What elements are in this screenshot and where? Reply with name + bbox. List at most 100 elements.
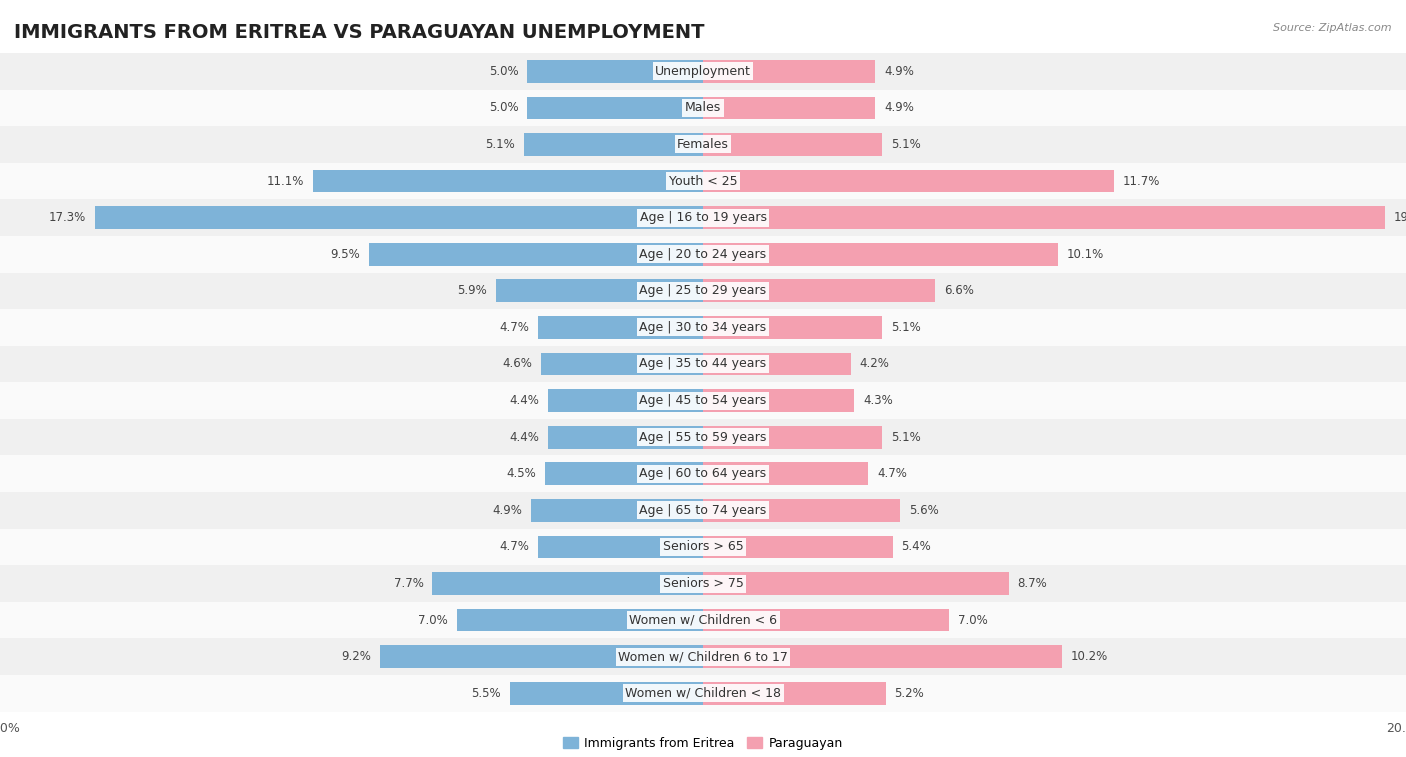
Bar	[703, 243, 1057, 266]
Text: Age | 16 to 19 years: Age | 16 to 19 years	[640, 211, 766, 224]
Bar	[0, 309, 1406, 346]
Text: 4.2%: 4.2%	[859, 357, 889, 370]
Bar	[496, 279, 703, 302]
Bar	[0, 199, 1406, 236]
Text: Age | 45 to 54 years: Age | 45 to 54 years	[640, 394, 766, 407]
Text: Males: Males	[685, 101, 721, 114]
Text: Age | 20 to 24 years: Age | 20 to 24 years	[640, 248, 766, 260]
Bar	[537, 316, 703, 338]
Bar	[703, 646, 1062, 668]
Text: 19.4%: 19.4%	[1393, 211, 1406, 224]
Bar	[457, 609, 703, 631]
Bar	[548, 426, 703, 448]
Bar	[380, 646, 703, 668]
Text: Age | 60 to 64 years: Age | 60 to 64 years	[640, 467, 766, 480]
Text: 9.5%: 9.5%	[330, 248, 360, 260]
Text: 6.6%: 6.6%	[943, 285, 973, 298]
Text: 5.1%: 5.1%	[485, 138, 515, 151]
Text: Seniors > 75: Seniors > 75	[662, 577, 744, 590]
Bar	[541, 353, 703, 375]
Bar	[703, 682, 886, 705]
Text: 4.9%: 4.9%	[884, 101, 914, 114]
Bar	[703, 60, 875, 83]
Text: 5.1%: 5.1%	[891, 431, 921, 444]
Text: 4.7%: 4.7%	[499, 321, 529, 334]
Text: Unemployment: Unemployment	[655, 65, 751, 78]
Bar	[703, 572, 1010, 595]
Bar	[703, 536, 893, 558]
Bar	[314, 170, 703, 192]
Bar	[524, 133, 703, 156]
Text: Age | 35 to 44 years: Age | 35 to 44 years	[640, 357, 766, 370]
Text: 4.4%: 4.4%	[510, 394, 540, 407]
Bar	[703, 97, 875, 119]
Text: Women w/ Children < 18: Women w/ Children < 18	[626, 687, 780, 699]
Bar	[0, 126, 1406, 163]
Bar	[537, 536, 703, 558]
Bar	[703, 316, 883, 338]
Text: Source: ZipAtlas.com: Source: ZipAtlas.com	[1274, 23, 1392, 33]
Text: 4.6%: 4.6%	[503, 357, 533, 370]
Bar	[703, 170, 1114, 192]
Bar	[368, 243, 703, 266]
Text: 5.0%: 5.0%	[489, 65, 519, 78]
Text: 5.0%: 5.0%	[489, 101, 519, 114]
Bar	[0, 528, 1406, 565]
Bar	[0, 602, 1406, 638]
Bar	[0, 638, 1406, 675]
Bar	[703, 389, 855, 412]
Text: IMMIGRANTS FROM ERITREA VS PARAGUAYAN UNEMPLOYMENT: IMMIGRANTS FROM ERITREA VS PARAGUAYAN UN…	[14, 23, 704, 42]
Bar	[0, 163, 1406, 199]
Text: 7.0%: 7.0%	[419, 614, 449, 627]
Bar	[527, 97, 703, 119]
Text: Women w/ Children 6 to 17: Women w/ Children 6 to 17	[619, 650, 787, 663]
Bar	[0, 53, 1406, 89]
Bar	[703, 609, 949, 631]
Bar	[0, 382, 1406, 419]
Bar	[0, 456, 1406, 492]
Text: Women w/ Children < 6: Women w/ Children < 6	[628, 614, 778, 627]
Text: 11.1%: 11.1%	[267, 175, 304, 188]
Bar	[0, 273, 1406, 309]
Bar	[0, 492, 1406, 528]
Text: Age | 25 to 29 years: Age | 25 to 29 years	[640, 285, 766, 298]
Text: 4.5%: 4.5%	[506, 467, 536, 480]
Text: Age | 55 to 59 years: Age | 55 to 59 years	[640, 431, 766, 444]
Text: 5.1%: 5.1%	[891, 138, 921, 151]
Text: 10.2%: 10.2%	[1070, 650, 1108, 663]
Legend: Immigrants from Eritrea, Paraguayan: Immigrants from Eritrea, Paraguayan	[558, 732, 848, 755]
Bar	[703, 426, 883, 448]
Text: 4.7%: 4.7%	[877, 467, 907, 480]
Text: 4.9%: 4.9%	[884, 65, 914, 78]
Bar	[0, 565, 1406, 602]
Text: 11.7%: 11.7%	[1123, 175, 1160, 188]
Text: 10.1%: 10.1%	[1067, 248, 1104, 260]
Text: Females: Females	[678, 138, 728, 151]
Text: 4.7%: 4.7%	[499, 540, 529, 553]
Bar	[531, 499, 703, 522]
Text: Age | 65 to 74 years: Age | 65 to 74 years	[640, 504, 766, 517]
Bar	[546, 463, 703, 485]
Text: Youth < 25: Youth < 25	[669, 175, 737, 188]
Bar	[0, 675, 1406, 712]
Bar	[510, 682, 703, 705]
Text: 4.9%: 4.9%	[492, 504, 522, 517]
Text: 5.9%: 5.9%	[457, 285, 486, 298]
Bar	[0, 346, 1406, 382]
Bar	[0, 236, 1406, 273]
Bar	[703, 279, 935, 302]
Text: Age | 30 to 34 years: Age | 30 to 34 years	[640, 321, 766, 334]
Text: 5.1%: 5.1%	[891, 321, 921, 334]
Text: 5.4%: 5.4%	[901, 540, 931, 553]
Bar	[0, 419, 1406, 456]
Bar	[527, 60, 703, 83]
Text: 17.3%: 17.3%	[49, 211, 86, 224]
Text: 7.7%: 7.7%	[394, 577, 423, 590]
Bar	[703, 499, 900, 522]
Text: 8.7%: 8.7%	[1018, 577, 1047, 590]
Bar	[703, 463, 869, 485]
Text: 5.5%: 5.5%	[471, 687, 501, 699]
Text: 4.3%: 4.3%	[863, 394, 893, 407]
Bar	[703, 133, 883, 156]
Bar	[703, 353, 851, 375]
